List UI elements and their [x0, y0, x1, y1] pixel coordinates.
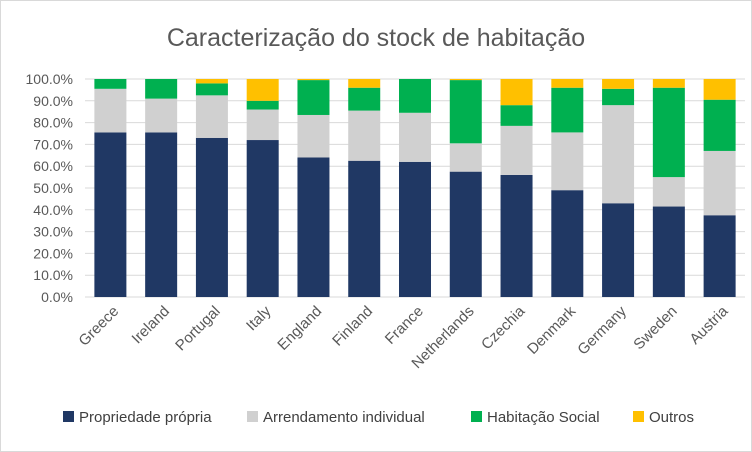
x-tick-label: Portugal: [172, 303, 224, 355]
legend-label: Propriedade própria: [79, 409, 212, 426]
y-tick-label: 30.0%: [33, 224, 73, 240]
x-tick-label: Denmark: [524, 302, 579, 357]
x-tick-label: Czechia: [478, 302, 529, 353]
bar-segment-france-series-2: [399, 79, 431, 113]
bar-segment-greece-series-1: [94, 88, 127, 133]
x-axis-ticks: Greece Ireland Portugal Italy England Finland…: [75, 302, 732, 372]
bar-segment-greece-series-0: [94, 132, 127, 297]
bar-segment-denmark-series-3: [551, 79, 584, 88]
y-tick-label: 60.0%: [33, 158, 73, 174]
bar-segment-sweden-series-1: [652, 177, 685, 207]
bar-segment-finland-series-3: [348, 79, 381, 88]
legend: Propriedade própria Arrendamento individu…: [63, 409, 694, 426]
bar-segment-denmark-series-1: [551, 132, 584, 191]
bar-segment-czechia-series-1: [500, 125, 533, 175]
x-tick-label: France: [382, 303, 427, 348]
x-tick-label: Greece: [75, 303, 122, 350]
chart-title: Caracterização do stock de habitação: [167, 24, 585, 52]
x-tick-label: Italy: [243, 302, 275, 334]
bar-segment-sweden-series-3: [652, 79, 685, 88]
x-tick-label: England: [274, 303, 325, 354]
bar-segment-england-series-0: [297, 157, 330, 297]
bar-segment-portugal-series-0: [195, 137, 228, 297]
y-tick-label: 70.0%: [33, 136, 73, 152]
bar-segment-austria-series-3: [703, 79, 736, 100]
y-tick-label: 100.0%: [26, 71, 73, 87]
bar-segment-finland-series-2: [348, 87, 381, 111]
x-tick-label: Ireland: [129, 303, 173, 347]
bar-segment-sweden-series-0: [652, 206, 685, 297]
bar-segment-italy-series-2: [246, 100, 279, 110]
legend-swatch: [63, 411, 74, 422]
bar-segment-portugal-series-3: [195, 79, 228, 84]
bar-segment-france-series-0: [399, 161, 431, 297]
legend-label: Arrendamento individual: [263, 409, 425, 426]
bar-segment-netherlands-series-3: [449, 79, 482, 81]
legend-swatch: [471, 411, 482, 422]
legend-swatch: [633, 411, 644, 422]
bar-segment-sweden-series-2: [652, 87, 685, 178]
bar-segment-denmark-series-2: [551, 87, 584, 133]
y-tick-label: 90.0%: [33, 93, 73, 109]
bar-segment-denmark-series-0: [551, 190, 584, 297]
bars: [94, 79, 736, 297]
bar-segment-france-series-1: [399, 112, 431, 162]
bar-segment-ireland-series-0: [145, 132, 178, 297]
bar-segment-czechia-series-2: [500, 105, 533, 126]
bar-segment-portugal-series-2: [195, 83, 228, 96]
legend-label: Habitação Social: [487, 409, 600, 426]
legend-label: Outros: [649, 409, 694, 426]
bar-segment-austria-series-0: [703, 215, 736, 297]
bar-segment-ireland-series-1: [145, 98, 178, 133]
bar-segment-finland-series-0: [348, 160, 381, 297]
y-tick-label: 50.0%: [33, 180, 73, 196]
x-tick-label: Austria: [686, 302, 731, 347]
bar-segment-netherlands-series-2: [449, 80, 482, 144]
bar-segment-england-series-2: [297, 80, 330, 115]
x-tick-label: Sweden: [630, 303, 680, 353]
x-tick-label: Finland: [329, 303, 376, 350]
y-tick-label: 40.0%: [33, 202, 73, 218]
bar-segment-germany-series-0: [602, 203, 635, 297]
bar-segment-england-series-3: [297, 79, 330, 81]
y-tick-label: 0.0%: [41, 289, 73, 305]
bar-segment-germany-series-1: [602, 105, 635, 204]
y-tick-label: 20.0%: [33, 245, 73, 261]
x-tick-label: Germany: [574, 302, 630, 358]
bar-segment-austria-series-2: [703, 99, 736, 151]
y-tick-label: 10.0%: [33, 267, 73, 283]
bar-segment-czechia-series-3: [500, 79, 533, 106]
y-tick-label: 80.0%: [33, 115, 73, 131]
legend-swatch: [247, 411, 258, 422]
bar-segment-ireland-series-2: [145, 79, 178, 99]
bar-segment-finland-series-1: [348, 110, 381, 161]
bar-segment-austria-series-1: [703, 150, 736, 216]
bar-segment-portugal-series-1: [195, 95, 228, 138]
bar-segment-italy-series-3: [246, 79, 279, 101]
bar-segment-italy-series-1: [246, 109, 279, 141]
bar-segment-germany-series-2: [602, 88, 635, 106]
bar-segment-czechia-series-0: [500, 174, 533, 297]
bar-segment-italy-series-0: [246, 140, 279, 297]
bar-segment-germany-series-3: [602, 79, 635, 89]
bar-segment-greece-series-2: [94, 79, 127, 89]
y-axis-ticks: 0.0% 10.0% 20.0% 30.0% 40.0% 50.0% 60.0% 70.0% 8…: [26, 71, 73, 305]
bar-segment-netherlands-series-0: [449, 171, 482, 297]
bar-segment-england-series-1: [297, 114, 330, 158]
bar-segment-netherlands-series-1: [449, 143, 482, 172]
